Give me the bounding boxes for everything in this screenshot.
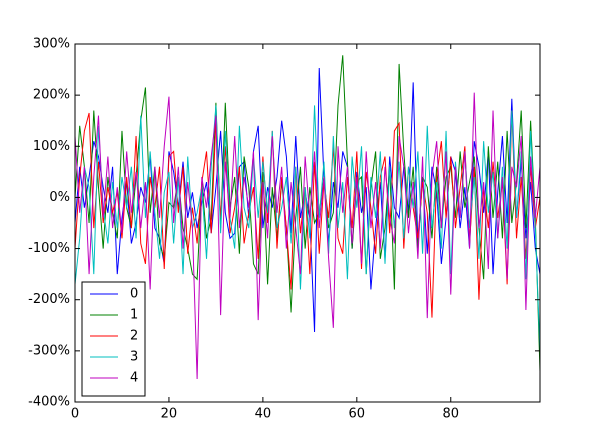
y-tick-label: 0% bbox=[49, 190, 70, 205]
y-tick-label: 200% bbox=[33, 88, 70, 103]
y-tick-label: -400% bbox=[28, 395, 70, 410]
legend-label: 3 bbox=[130, 350, 138, 365]
legend-label: 4 bbox=[130, 371, 138, 386]
legend-box bbox=[81, 281, 146, 397]
y-tick-label: -300% bbox=[28, 343, 70, 358]
x-tick-label: 20 bbox=[161, 407, 178, 422]
plot-frame bbox=[74, 43, 541, 403]
legend-label: 2 bbox=[130, 329, 138, 344]
y-tick-label: 100% bbox=[33, 139, 70, 154]
x-tick-label: 80 bbox=[442, 407, 459, 422]
legend-label: 1 bbox=[130, 308, 138, 323]
x-tick-label: 0 bbox=[71, 407, 79, 422]
y-tick-label: -200% bbox=[28, 292, 70, 307]
x-tick-label: 60 bbox=[349, 407, 366, 422]
y-tick-label: -100% bbox=[28, 241, 70, 256]
legend: 0 1 2 3 4 bbox=[81, 281, 146, 397]
data-line bbox=[75, 110, 540, 318]
legend-label: 0 bbox=[130, 287, 138, 302]
x-tick-label: 40 bbox=[255, 407, 272, 422]
data-line bbox=[75, 92, 540, 380]
y-tick-label: 300% bbox=[33, 37, 70, 52]
